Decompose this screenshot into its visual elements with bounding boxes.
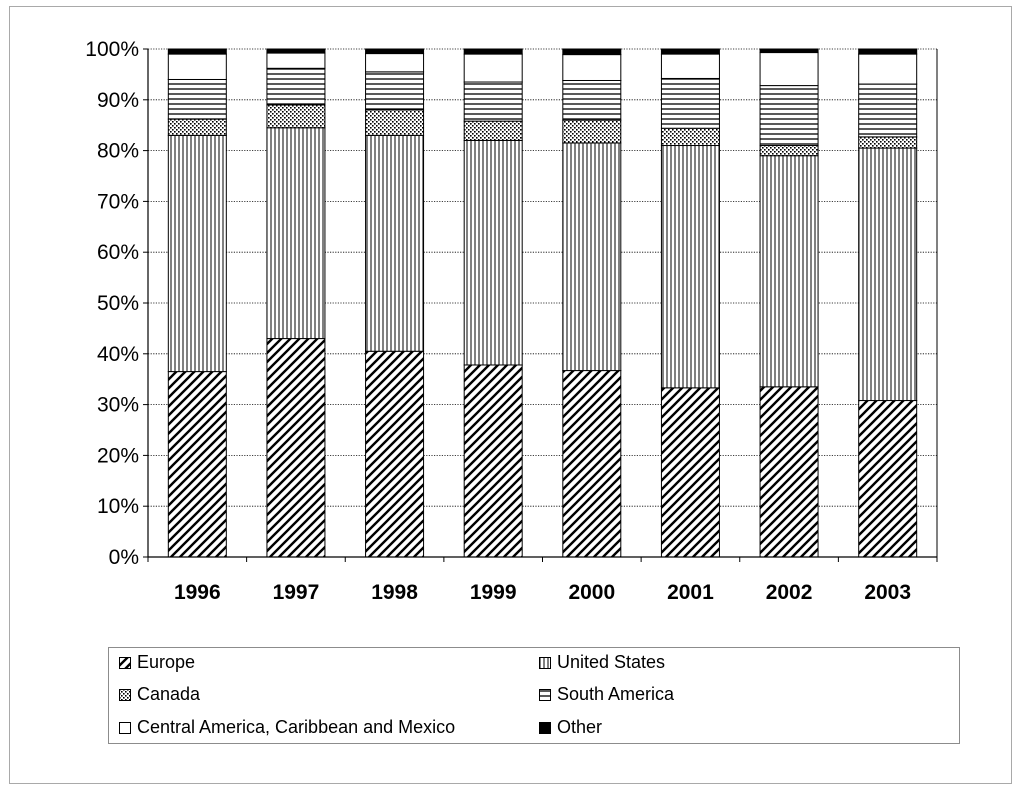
y-tick-label: 20% — [97, 444, 139, 467]
bar-segment-other-2001 — [660, 48, 720, 55]
y-tick-label: 80% — [97, 140, 139, 163]
bars — [167, 48, 918, 558]
bar-segment-canada-1996 — [167, 118, 227, 136]
bar-segment-canada-1999 — [463, 120, 523, 141]
y-tick-label: 90% — [97, 89, 139, 112]
bar-segment-europe-1997 — [266, 338, 326, 558]
legend-label-central-america: Central America, Caribbean and Mexico — [137, 717, 456, 737]
south-america-swatch-icon — [539, 688, 551, 701]
bar-segment-united-states-2002 — [759, 155, 819, 388]
bar-segment-central-america-caribbean-and-mexico-1999 — [463, 53, 523, 83]
y-tick-label: 60% — [97, 241, 139, 264]
x-tick-label: 1999 — [470, 581, 517, 604]
bar-segment-other-2002 — [759, 48, 819, 54]
bar-segment-united-states-1999 — [463, 139, 523, 366]
united-states-swatch-icon — [539, 656, 551, 669]
legend-item-south-america: South America — [539, 684, 674, 705]
bar-segment-central-america-caribbean-and-mexico-2000 — [562, 54, 622, 81]
legend-item-central-america: Central America, Caribbean and Mexico — [119, 717, 455, 738]
legend-item-united-states: United States — [539, 652, 665, 673]
central-america-swatch-icon — [119, 721, 131, 734]
bar-segment-europe-1996 — [167, 371, 227, 558]
bar-segment-other-1999 — [463, 48, 523, 55]
legend-item-other: Other — [539, 717, 602, 738]
bar-segment-south-america-2000 — [562, 79, 622, 121]
bar-segment-europe-2003 — [858, 400, 918, 558]
legend-label-canada: Canada — [137, 684, 201, 704]
y-axis-ticks: 0% 10% 20% 30% 40% 50% 60% 70% 80% 90% 100% — [85, 38, 139, 569]
bar-segment-other-2000 — [562, 48, 622, 56]
bar-segment-other-2003 — [858, 48, 918, 55]
bar-segment-central-america-caribbean-and-mexico-2002 — [759, 52, 819, 87]
bar-segment-south-america-2002 — [759, 85, 819, 147]
bar-segment-central-america-caribbean-and-mexico-1998 — [365, 53, 425, 73]
other-swatch-icon — [539, 721, 551, 734]
x-axis-ticks: 1996 1997 1998 1999 2000 2001 2002 2003 — [174, 581, 911, 604]
x-tick-label: 2000 — [568, 581, 615, 604]
y-tick-label: 0% — [109, 546, 139, 569]
legend-label-south-america: South America — [557, 684, 675, 704]
bar-segment-other-1997 — [266, 48, 326, 54]
x-tick-label: 2001 — [667, 581, 714, 604]
bar-segment-europe-2002 — [759, 386, 819, 558]
bar-segment-south-america-2001 — [660, 77, 720, 129]
y-tick-label: 30% — [97, 394, 139, 417]
canada-swatch-icon — [119, 688, 131, 701]
legend-item-europe: Europe — [119, 652, 195, 673]
bar-segment-canada-2002 — [759, 145, 819, 157]
legend-label-europe: Europe — [137, 652, 196, 672]
bar-segment-united-states-1996 — [167, 134, 227, 373]
x-tick-label: 1997 — [273, 581, 320, 604]
x-tick-label: 1996 — [174, 581, 221, 604]
y-tick-label: 70% — [97, 190, 139, 213]
legend-label-united-states: United States — [557, 652, 666, 672]
bar-segment-central-america-caribbean-and-mexico-1996 — [167, 53, 227, 80]
bar-segment-other-1998 — [365, 48, 425, 55]
bar-segment-south-america-1997 — [266, 67, 326, 106]
gridlines — [148, 48, 937, 507]
x-tick-label: 2002 — [766, 581, 813, 604]
bar-segment-united-states-2001 — [660, 145, 720, 389]
y-tick-label: 50% — [97, 292, 139, 315]
bar-segment-south-america-2003 — [858, 83, 918, 138]
legend-label-other: Other — [557, 717, 603, 737]
bar-segment-south-america-1999 — [463, 81, 523, 122]
bar-segment-europe-1998 — [365, 350, 425, 558]
bar-segment-central-america-caribbean-and-mexico-2003 — [858, 53, 918, 85]
axes — [143, 48, 938, 562]
legend: Europe United States Canada South Americ… — [108, 647, 960, 744]
bar-segment-south-america-1996 — [167, 78, 227, 120]
bar-segment-europe-1999 — [463, 364, 523, 558]
bar-segment-canada-2001 — [660, 127, 720, 147]
bar-segment-canada-1997 — [266, 104, 326, 129]
bar-segment-united-states-2003 — [858, 147, 918, 402]
bar-segment-south-america-1998 — [365, 71, 425, 111]
bar-segment-canada-1998 — [365, 109, 425, 136]
y-tick-label: 100% — [85, 38, 139, 61]
bar-segment-other-1996 — [167, 48, 227, 55]
y-tick-label: 40% — [97, 343, 139, 366]
x-tick-label: 1998 — [371, 581, 418, 604]
bar-segment-united-states-2000 — [562, 142, 622, 372]
bar-segment-central-america-caribbean-and-mexico-2001 — [660, 53, 720, 79]
bar-segment-united-states-1998 — [365, 134, 425, 352]
bar-segment-canada-2003 — [858, 136, 918, 149]
bar-segment-united-states-1997 — [266, 127, 326, 340]
stacked-bar-chart: 0%10%20%30%40%50%60%70%80%90%100% 1996 19… — [85, 38, 938, 604]
europe-swatch-icon — [119, 656, 131, 669]
y-tick-label: 10% — [97, 495, 139, 518]
bar-segment-europe-2001 — [660, 387, 720, 558]
bar-segment-europe-2000 — [562, 370, 622, 558]
bar-segment-canada-2000 — [562, 119, 622, 144]
x-tick-label: 2003 — [864, 581, 911, 604]
legend-item-canada: Canada — [119, 684, 200, 705]
bar-segment-central-america-caribbean-and-mexico-1997 — [266, 52, 326, 69]
